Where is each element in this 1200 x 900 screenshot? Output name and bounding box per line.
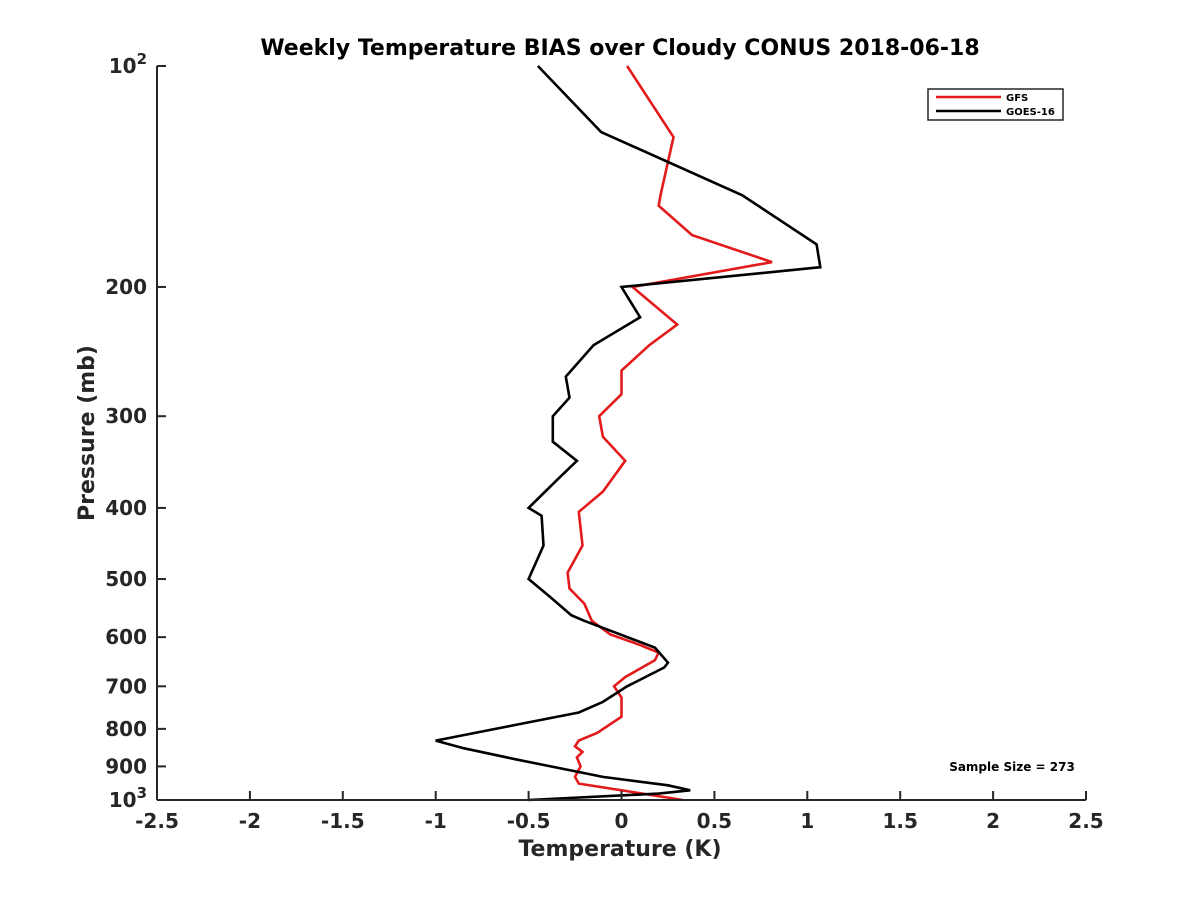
- y-tick-label: 400: [105, 496, 147, 520]
- y-tick-base: 10: [109, 54, 137, 78]
- y-axis-label: Pressure (mb): [75, 345, 100, 521]
- plot-marks: [435, 65, 822, 802]
- series-line-goes-16: [435, 65, 822, 802]
- legend-box: [927, 88, 1064, 121]
- chart-title: Weekly Temperature BIAS over Cloudy CONU…: [260, 36, 979, 61]
- legend-label-gfs: GFS: [1006, 93, 1028, 104]
- x-tick-label: -1.5: [321, 809, 365, 833]
- y-tick-label: 700: [105, 674, 147, 698]
- series-line-gfs: [566, 65, 773, 802]
- x-tick-label: 1.5: [882, 809, 917, 833]
- x-tick-label: -2: [239, 809, 261, 833]
- x-tick-label: 0: [615, 809, 629, 833]
- y-tick-label: 800: [105, 717, 147, 741]
- y-tick-label: 103: [109, 784, 147, 812]
- x-tick-label: 2.5: [1068, 809, 1103, 833]
- sample-size-annotation: Sample Size = 273: [949, 760, 1075, 774]
- x-ticks: -2.5 -2 -1.5 -1 -0.5 0 0.5 1 1.5 2 2.5: [135, 791, 1104, 833]
- y-tick-exponent: 2: [137, 50, 147, 68]
- y-tick-label: 900: [105, 754, 147, 778]
- x-axis-label: Temperature (K): [518, 837, 721, 862]
- y-tick-label: 500: [105, 567, 147, 591]
- y-tick-label: 300: [105, 404, 147, 428]
- y-tick-exponent: 3: [137, 784, 147, 802]
- y-tick-label: 200: [105, 275, 147, 299]
- legend: GFS GOES-16: [927, 88, 1064, 121]
- y-tick-label: 102: [109, 50, 147, 78]
- x-tick-label: -1: [425, 809, 447, 833]
- y-tick-base: 10: [109, 788, 137, 812]
- x-tick-label: 2: [986, 809, 1000, 833]
- x-tick-label: 1: [800, 809, 814, 833]
- y-tick-label: 600: [105, 625, 147, 649]
- legend-label-goes16: GOES-16: [1006, 107, 1055, 118]
- x-tick-label: -0.5: [507, 809, 551, 833]
- x-tick-label: 0.5: [697, 809, 732, 833]
- x-tick-label: -2.5: [135, 809, 179, 833]
